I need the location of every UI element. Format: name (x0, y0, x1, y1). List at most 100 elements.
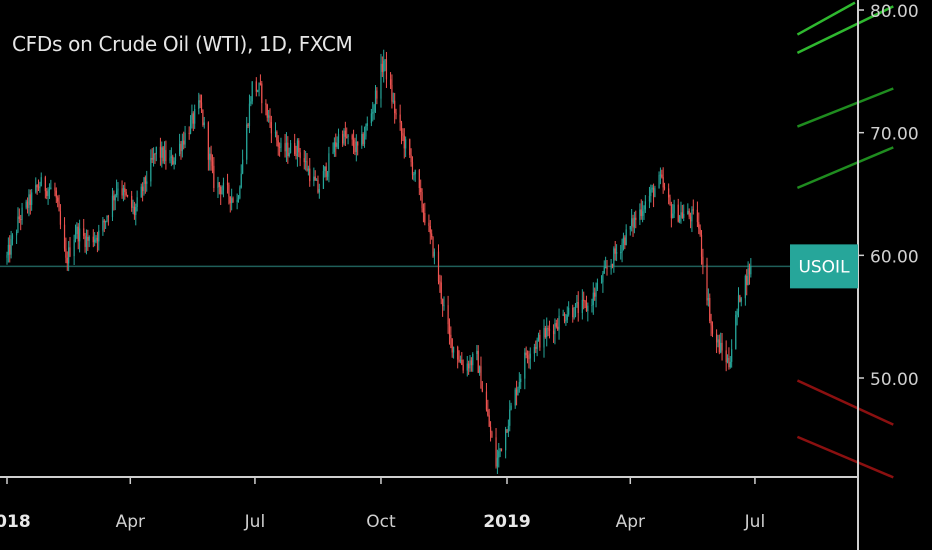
trend-line-6 (796, 435, 894, 479)
candle-body (563, 314, 566, 322)
candle-body (169, 157, 171, 162)
price-badge: USOIL (790, 244, 858, 289)
candle-body (554, 323, 556, 335)
candle-body (232, 198, 234, 202)
candle-body (366, 123, 368, 127)
candle-body (247, 124, 249, 126)
candle-body (707, 297, 709, 301)
candle-body (354, 147, 356, 152)
candle-body (113, 195, 115, 201)
candle-body (747, 268, 749, 286)
candle-body (347, 135, 349, 137)
candle-body (221, 190, 223, 195)
candle-body (76, 226, 78, 235)
candle-body (543, 328, 545, 348)
candle-body (555, 323, 557, 327)
candle-body (121, 188, 123, 196)
candle-body (337, 134, 340, 144)
candle-body (702, 256, 704, 265)
candle-body (66, 257, 68, 264)
candle-body (442, 298, 444, 307)
candle-body (605, 267, 607, 269)
candle-body (103, 220, 105, 223)
candle-body (411, 162, 414, 175)
candle-body (509, 409, 511, 426)
candle-body (92, 236, 94, 243)
candle-body (151, 157, 153, 160)
candle-body (98, 230, 100, 242)
candle-body (309, 168, 311, 182)
candle-body (48, 189, 51, 191)
candle-body (505, 429, 507, 451)
candle-body (35, 185, 37, 193)
candle-body (17, 216, 19, 232)
candle-body (525, 352, 527, 356)
candle-body (635, 217, 637, 220)
candle-body (191, 113, 193, 120)
candle-body (669, 197, 671, 205)
candle-body (28, 194, 30, 208)
candle-body (77, 226, 79, 242)
candle-body (670, 204, 672, 219)
candle-body (288, 152, 290, 156)
candle-body (154, 153, 156, 155)
candle-body (202, 109, 204, 125)
candle-body (585, 302, 588, 312)
candle-body (287, 142, 289, 156)
trend-line-2 (796, 5, 894, 55)
candle-body (533, 347, 535, 354)
candle-body (122, 188, 125, 196)
candle-body (715, 333, 718, 343)
candle-body (587, 305, 589, 312)
candle-body (211, 161, 214, 166)
candle-body (83, 228, 85, 236)
candle-body (210, 153, 212, 162)
candle-body (644, 201, 646, 210)
candle-body (488, 415, 490, 427)
candle-body (152, 153, 155, 160)
candle-body (547, 328, 549, 330)
candle-body (433, 251, 435, 257)
candle-body (55, 190, 57, 198)
candle-body (259, 83, 262, 85)
candle-body (740, 298, 742, 302)
candle-body (250, 101, 252, 104)
candle-body (672, 213, 674, 219)
candle-body (374, 90, 377, 106)
candle-body (447, 305, 449, 325)
candle-body (739, 295, 741, 302)
candle-body (114, 194, 116, 201)
candle-body (615, 252, 618, 254)
candle-body (643, 209, 645, 212)
candle-body (728, 357, 730, 368)
candle-body (10, 239, 12, 255)
candle-body (600, 282, 603, 284)
y-tick-label: 70.00 (870, 125, 919, 145)
candle-body (688, 210, 690, 217)
candle-body (748, 268, 751, 275)
candle-body (583, 299, 585, 301)
x-tick-label: 2018 (0, 512, 31, 532)
candle-body (189, 119, 192, 134)
candle-body (239, 187, 241, 199)
symbol-badge-box (790, 244, 858, 289)
candle-body (621, 243, 623, 253)
candle-body (174, 154, 177, 162)
candle-body (731, 349, 733, 362)
candle-body (289, 143, 292, 153)
candle-body (102, 220, 104, 231)
candle-body (625, 229, 627, 246)
candle-body (198, 100, 200, 110)
x-tick-label: Jul (744, 512, 766, 532)
candle-body (410, 154, 412, 163)
candle-body (332, 152, 334, 154)
candle-body (720, 342, 722, 353)
candle-body (357, 141, 359, 146)
candle-body (572, 307, 574, 318)
candle-body (31, 192, 33, 205)
candle-body (95, 237, 97, 240)
symbol-badge-label: USOIL (798, 257, 850, 277)
candle-body (131, 196, 133, 208)
